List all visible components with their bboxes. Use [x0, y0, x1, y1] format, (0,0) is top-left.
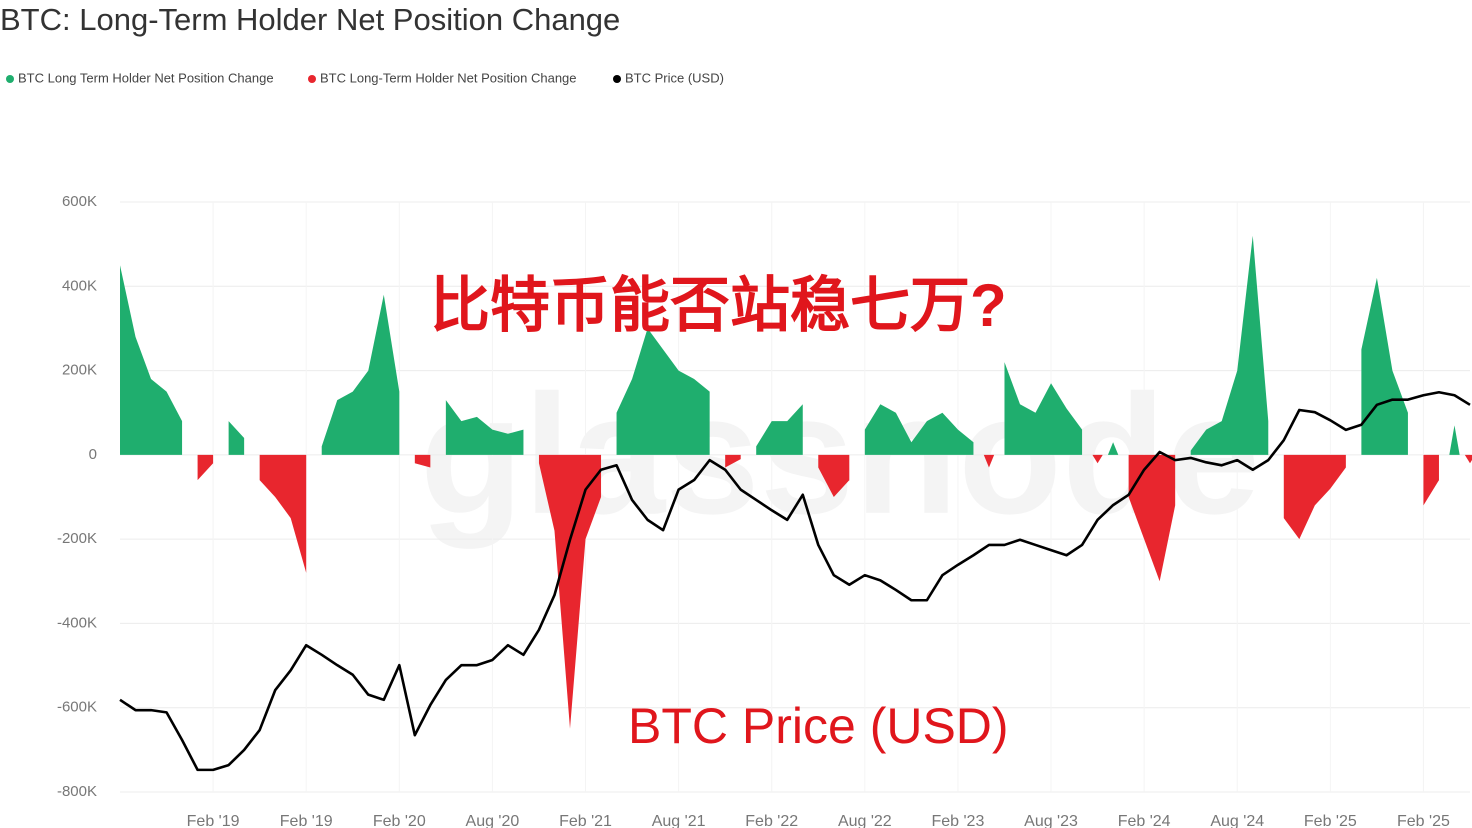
x-tick-label: Aug '23 — [1024, 813, 1078, 828]
x-tick-label: Feb '20 — [373, 813, 426, 828]
area — [1423, 454, 1439, 506]
area — [1092, 454, 1103, 464]
y-tick-label: -800K — [57, 783, 97, 800]
area — [197, 454, 214, 481]
x-tick-label: Feb '25 — [1304, 813, 1357, 828]
legend-label: BTC Long Term Holder Net Position Change — [18, 70, 274, 85]
x-tick-label: Feb '21 — [559, 813, 612, 828]
area — [1190, 235, 1269, 455]
x-tick-label: Feb '22 — [745, 813, 798, 828]
area — [1128, 454, 1176, 582]
area — [1107, 442, 1119, 455]
area — [756, 404, 803, 455]
y-tick-label: -200K — [57, 530, 97, 547]
x-tick-label: Feb '19 — [280, 813, 333, 828]
legend-marker — [6, 75, 14, 83]
area — [818, 454, 850, 497]
y-tick-label: -600K — [57, 699, 97, 716]
y-tick-label: -400K — [57, 614, 97, 631]
area — [725, 454, 741, 468]
y-tick-label: 0 — [89, 446, 97, 463]
x-tick-label: Aug '22 — [838, 813, 892, 828]
legend-marker — [308, 75, 316, 83]
area — [228, 421, 245, 455]
area — [321, 294, 400, 455]
legend-marker — [613, 75, 621, 83]
legend-label: BTC Long-Term Holder Net Position Change — [320, 70, 577, 85]
area — [1283, 454, 1346, 540]
x-tick-label: Feb '23 — [931, 813, 984, 828]
x-tick-label: Feb '25 — [1397, 813, 1450, 828]
annotation: 比特币能否站稳七万? — [430, 272, 1007, 339]
area — [120, 265, 183, 455]
area — [864, 404, 974, 455]
area — [259, 454, 307, 573]
area — [1004, 362, 1083, 455]
x-tick-label: Feb '24 — [1118, 813, 1171, 828]
y-tick-label: 600K — [62, 193, 97, 210]
y-tick-label: 200K — [62, 362, 97, 379]
x-tick-label: Feb '19 — [187, 813, 240, 828]
annotation: BTC Price (USD) — [628, 698, 1009, 754]
chart-title: BTC: Long-Term Holder Net Position Chang… — [0, 2, 620, 37]
area — [445, 400, 524, 455]
area — [538, 454, 602, 729]
x-tick-label: Aug '24 — [1210, 813, 1264, 828]
area — [1464, 454, 1472, 464]
y-tick-label: 400K — [62, 277, 97, 294]
area — [983, 454, 995, 468]
legend-label: BTC Price (USD) — [625, 70, 724, 85]
price-line — [119, 390, 1471, 772]
x-tick-label: Aug '21 — [652, 813, 706, 828]
area — [1361, 277, 1408, 455]
area — [414, 454, 431, 468]
area — [616, 328, 710, 455]
area — [1449, 425, 1460, 455]
x-tick-label: Aug '20 — [466, 813, 520, 828]
